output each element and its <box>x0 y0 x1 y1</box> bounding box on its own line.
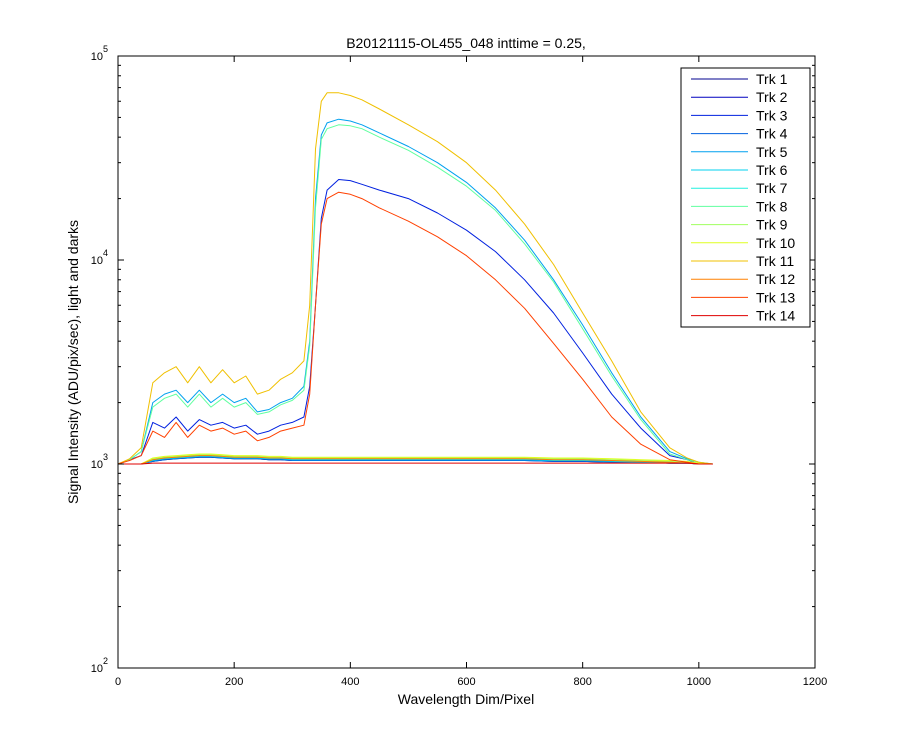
series-line-trk-14 <box>118 462 713 465</box>
x-tick-label: 1200 <box>803 676 827 688</box>
legend-label: Trk 5 <box>756 144 788 160</box>
x-tick-label: 600 <box>457 676 475 688</box>
legend-label: Trk 4 <box>756 126 788 142</box>
x-tick-label: 1000 <box>687 676 711 688</box>
x-tick-label: 400 <box>341 676 359 688</box>
legend[interactable]: Trk 1 Trk 2 Trk 3 Trk 4 Trk 5 Trk 6 Trk 7 Trk 8… <box>680 67 811 328</box>
y-tick-label: 103 <box>91 452 108 471</box>
series-line-trk-13 <box>117 191 713 465</box>
series-line-trk-11 <box>117 92 713 465</box>
series-line-trk-4 <box>118 456 713 465</box>
series-line-trk-10 <box>118 453 713 465</box>
legend-label: Trk 3 <box>756 107 788 123</box>
legend-label: Trk 12 <box>756 271 795 287</box>
axis-layer: 0 200 400 600 800 1000 1200 102 103 104 105 <box>91 44 828 688</box>
x-tick-label: 0 <box>115 676 121 688</box>
legend-label: Trk 13 <box>756 289 795 305</box>
legend-label: Trk 10 <box>756 235 795 251</box>
legend-label: Trk 6 <box>756 162 788 178</box>
x-axis-label: Wavelength Dim/Pixel <box>398 691 534 707</box>
series-line-trk-8 <box>117 124 713 465</box>
legend-label: Trk 14 <box>756 308 795 324</box>
legend-label: Trk 2 <box>756 89 788 105</box>
x-tick-label: 800 <box>573 676 591 688</box>
y-tick-label: 105 <box>91 44 108 63</box>
legend-label: Trk 7 <box>756 180 788 196</box>
x-tick-label: 200 <box>225 676 243 688</box>
y-tick-label: 102 <box>91 656 108 675</box>
chart-title: B20121115-OL455_048 inttime = 0.25, <box>346 35 586 51</box>
legend-label: Trk 8 <box>756 198 788 214</box>
series-line-trk-6 <box>118 455 713 465</box>
legend-label: Trk 11 <box>756 253 794 269</box>
legend-label: Trk 9 <box>756 217 788 233</box>
legend-items: Trk 1 Trk 2 Trk 3 Trk 4 Trk 5 Trk 6 Trk 7 Trk 8… <box>691 71 795 324</box>
y-tick-label: 104 <box>91 248 108 267</box>
legend-label: Trk 1 <box>756 71 788 87</box>
series-line-trk-5 <box>117 118 713 465</box>
series-layer <box>117 92 713 465</box>
series-line-trk-9 <box>118 454 713 465</box>
legend-box <box>680 67 811 328</box>
y-axis-label: Signal Intensity (ADU/pix/sec), light an… <box>65 220 81 504</box>
series-line-trk-12 <box>118 455 713 465</box>
